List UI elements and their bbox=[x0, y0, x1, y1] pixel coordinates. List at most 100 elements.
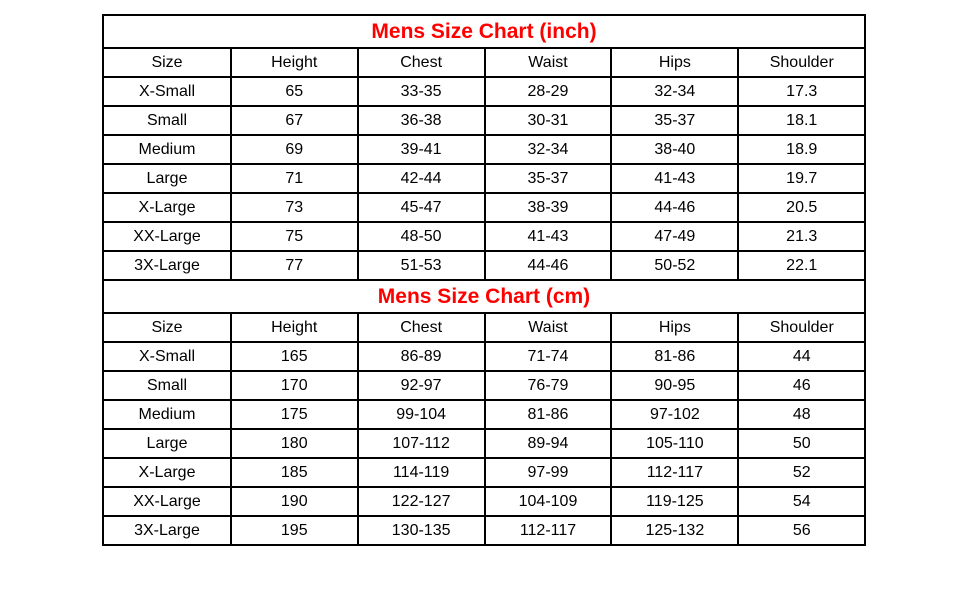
table-row: Large 180 107-112 89-94 105-110 50 bbox=[101, 428, 866, 459]
size-chart-table: Mens Size Chart (inch) Size Height Chest Wai… bbox=[101, 14, 866, 546]
table-row: XX-Large 190 122-127 104-109 119-125 54 bbox=[101, 486, 866, 517]
size-value-cell: 44-46 bbox=[610, 192, 740, 223]
size-chart-body: Mens Size Chart (inch) Size Height Chest Wai… bbox=[101, 14, 866, 546]
size-value-cell: 185 bbox=[230, 457, 359, 488]
size-value-cell: 92-97 bbox=[356, 370, 486, 401]
size-value-cell: 52 bbox=[737, 457, 866, 488]
size-value-cell: 69 bbox=[230, 134, 359, 165]
size-value-cell: 44 bbox=[737, 341, 866, 372]
table-row: Small 170 92-97 76-79 90-95 46 bbox=[101, 370, 866, 401]
size-label-cell: X-Small bbox=[101, 341, 233, 372]
size-value-cell: 35-37 bbox=[483, 163, 613, 194]
size-value-cell: 18.9 bbox=[737, 134, 866, 165]
size-value-cell: 30-31 bbox=[483, 105, 613, 136]
size-label-cell: Medium bbox=[101, 134, 233, 165]
column-header: Height bbox=[230, 312, 359, 343]
size-value-cell: 112-117 bbox=[610, 457, 740, 488]
size-value-cell: 18.1 bbox=[737, 105, 866, 136]
size-value-cell: 125-132 bbox=[610, 515, 740, 546]
size-value-cell: 71-74 bbox=[483, 341, 613, 372]
size-label-cell: Medium bbox=[101, 399, 233, 430]
size-value-cell: 81-86 bbox=[610, 341, 740, 372]
size-value-cell: 20.5 bbox=[737, 192, 866, 223]
size-value-cell: 41-43 bbox=[483, 221, 613, 252]
size-value-cell: 104-109 bbox=[483, 486, 613, 517]
size-value-cell: 39-41 bbox=[356, 134, 486, 165]
size-value-cell: 28-29 bbox=[483, 76, 613, 107]
column-header: Waist bbox=[483, 312, 613, 343]
column-header: Chest bbox=[356, 312, 486, 343]
size-value-cell: 130-135 bbox=[356, 515, 486, 546]
size-value-cell: 114-119 bbox=[356, 457, 486, 488]
size-value-cell: 190 bbox=[230, 486, 359, 517]
size-value-cell: 81-86 bbox=[483, 399, 613, 430]
size-label-cell: XX-Large bbox=[101, 486, 233, 517]
size-value-cell: 54 bbox=[737, 486, 866, 517]
size-value-cell: 38-40 bbox=[610, 134, 740, 165]
size-value-cell: 48 bbox=[737, 399, 866, 430]
size-value-cell: 99-104 bbox=[356, 399, 486, 430]
size-value-cell: 17.3 bbox=[737, 76, 866, 107]
chart-title: Mens Size Chart (cm) bbox=[102, 279, 866, 314]
size-value-cell: 73 bbox=[230, 192, 359, 223]
size-label-cell: 3X-Large bbox=[101, 515, 233, 546]
size-value-cell: 50 bbox=[737, 428, 866, 459]
table-row: 3X-Large 195 130-135 112-117 125-132 56 bbox=[101, 515, 866, 546]
size-value-cell: 41-43 bbox=[610, 163, 740, 194]
size-value-cell: 22.1 bbox=[737, 250, 866, 281]
size-label-cell: Small bbox=[101, 105, 233, 136]
table-row: X-Large 185 114-119 97-99 112-117 52 bbox=[101, 457, 866, 488]
size-value-cell: 46 bbox=[737, 370, 866, 401]
size-value-cell: 71 bbox=[230, 163, 359, 194]
size-label-cell: 3X-Large bbox=[101, 250, 233, 281]
size-value-cell: 51-53 bbox=[356, 250, 486, 281]
column-header: Shoulder bbox=[737, 47, 866, 78]
size-value-cell: 32-34 bbox=[610, 76, 740, 107]
column-header: Size bbox=[101, 312, 233, 343]
size-value-cell: 90-95 bbox=[610, 370, 740, 401]
size-value-cell: 19.7 bbox=[737, 163, 866, 194]
size-value-cell: 165 bbox=[230, 341, 359, 372]
size-value-cell: 195 bbox=[230, 515, 359, 546]
table-row: XX-Large 75 48-50 41-43 47-49 21.3 bbox=[101, 221, 866, 252]
size-value-cell: 119-125 bbox=[610, 486, 740, 517]
size-value-cell: 89-94 bbox=[483, 428, 613, 459]
size-value-cell: 75 bbox=[230, 221, 359, 252]
size-value-cell: 56 bbox=[737, 515, 866, 546]
size-value-cell: 122-127 bbox=[356, 486, 486, 517]
table-row: Medium 69 39-41 32-34 38-40 18.9 bbox=[101, 134, 866, 165]
table-row: 3X-Large 77 51-53 44-46 50-52 22.1 bbox=[101, 250, 866, 281]
size-value-cell: 170 bbox=[230, 370, 359, 401]
column-header: Shoulder bbox=[737, 312, 866, 343]
column-header: Hips bbox=[610, 47, 740, 78]
chart-title: Mens Size Chart (inch) bbox=[102, 14, 866, 49]
size-value-cell: 175 bbox=[230, 399, 359, 430]
table-row: Small 67 36-38 30-31 35-37 18.1 bbox=[101, 105, 866, 136]
size-value-cell: 36-38 bbox=[356, 105, 486, 136]
table-row: Large 71 42-44 35-37 41-43 19.7 bbox=[101, 163, 866, 194]
size-value-cell: 35-37 bbox=[610, 105, 740, 136]
size-value-cell: 77 bbox=[230, 250, 359, 281]
size-value-cell: 45-47 bbox=[356, 192, 486, 223]
size-value-cell: 112-117 bbox=[483, 515, 613, 546]
table-row: Medium 175 99-104 81-86 97-102 48 bbox=[101, 399, 866, 430]
size-value-cell: 76-79 bbox=[483, 370, 613, 401]
column-header-row: Size Height Chest Waist Hips Shoulder bbox=[101, 312, 866, 343]
column-header: Waist bbox=[483, 47, 613, 78]
size-label-cell: X-Small bbox=[101, 76, 233, 107]
size-value-cell: 105-110 bbox=[610, 428, 740, 459]
chart-title-row: Mens Size Chart (inch) bbox=[102, 14, 866, 49]
size-label-cell: X-Large bbox=[101, 192, 233, 223]
size-value-cell: 67 bbox=[230, 105, 359, 136]
size-label-cell: Large bbox=[101, 163, 233, 194]
column-header: Size bbox=[101, 47, 233, 78]
column-header: Chest bbox=[356, 47, 486, 78]
column-header-row: Size Height Chest Waist Hips Shoulder bbox=[101, 47, 866, 78]
size-label-cell: X-Large bbox=[101, 457, 233, 488]
size-value-cell: 38-39 bbox=[483, 192, 613, 223]
size-value-cell: 21.3 bbox=[737, 221, 866, 252]
column-header: Hips bbox=[610, 312, 740, 343]
size-value-cell: 86-89 bbox=[356, 341, 486, 372]
size-value-cell: 47-49 bbox=[610, 221, 740, 252]
size-value-cell: 33-35 bbox=[356, 76, 486, 107]
